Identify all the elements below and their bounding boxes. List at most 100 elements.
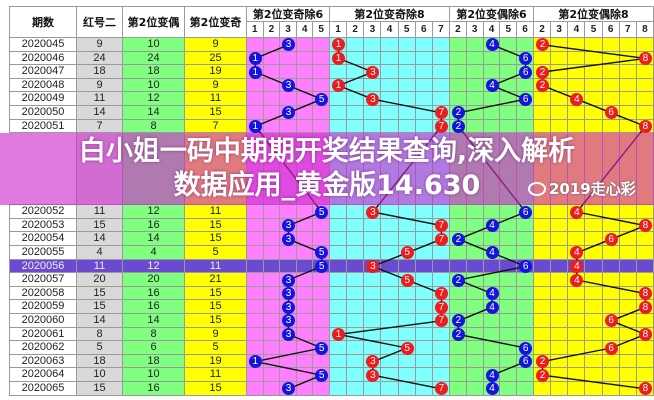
row-even[interactable]: 14 bbox=[123, 314, 185, 328]
row-odd[interactable]: 15 bbox=[185, 382, 247, 396]
row-red2[interactable]: 9 bbox=[77, 38, 123, 52]
row-odd[interactable]: 15 bbox=[185, 232, 247, 246]
row-red2[interactable]: 4 bbox=[77, 246, 123, 260]
row-red2[interactable]: 11 bbox=[77, 259, 123, 274]
row-period[interactable]: 2020063 bbox=[9, 354, 77, 369]
row-odd[interactable]: 19 bbox=[185, 65, 247, 79]
row-odd[interactable]: 9 bbox=[185, 38, 247, 52]
row-red2[interactable]: 15 bbox=[77, 300, 123, 314]
row-period[interactable]: 2020061 bbox=[9, 327, 77, 342]
row-red2[interactable]: 5 bbox=[77, 341, 123, 355]
row-odd[interactable]: 5 bbox=[185, 246, 247, 260]
row-even[interactable]: 14 bbox=[123, 232, 185, 246]
row-odd[interactable]: 9 bbox=[185, 78, 247, 93]
row-odd[interactable]: 11 bbox=[185, 368, 247, 382]
row-red2[interactable]: 14 bbox=[77, 232, 123, 246]
row-red2[interactable]: 10 bbox=[77, 368, 123, 382]
row-even[interactable]: 10 bbox=[123, 38, 185, 52]
row-even[interactable]: 12 bbox=[123, 259, 185, 274]
row-odd[interactable]: 15 bbox=[185, 106, 247, 120]
row-period[interactable]: 2020047 bbox=[9, 65, 77, 79]
row-red2[interactable]: 14 bbox=[77, 106, 123, 120]
row-red2[interactable]: 7 bbox=[77, 119, 123, 134]
row-period[interactable]: 2020045 bbox=[9, 38, 77, 52]
row-red2[interactable]: 18 bbox=[77, 65, 123, 79]
row-red2[interactable]: 15 bbox=[77, 286, 123, 301]
grid-cell-even_mod8 bbox=[568, 354, 586, 369]
grid-cell-odd_mod6 bbox=[296, 51, 314, 66]
row-red2[interactable]: 11 bbox=[77, 205, 123, 219]
row-red2[interactable]: 11 bbox=[77, 92, 123, 106]
row-red2[interactable]: 15 bbox=[77, 218, 123, 233]
row-even[interactable]: 18 bbox=[123, 354, 185, 369]
row-period[interactable]: 2020051 bbox=[9, 119, 77, 134]
row-even[interactable]: 24 bbox=[123, 51, 185, 66]
row-even[interactable]: 16 bbox=[123, 300, 185, 314]
row-period[interactable]: 2020065 bbox=[9, 382, 77, 396]
grid-cell-odd_mod6 bbox=[247, 205, 264, 219]
row-even[interactable]: 16 bbox=[123, 218, 185, 233]
row-period[interactable]: 2020048 bbox=[9, 78, 77, 93]
row-period[interactable]: 2020053 bbox=[9, 218, 77, 233]
row-even[interactable]: 20 bbox=[123, 273, 185, 287]
row-odd[interactable]: 15 bbox=[185, 300, 247, 314]
row-period[interactable]: 2020050 bbox=[9, 106, 77, 120]
row-period[interactable]: 2020060 bbox=[9, 314, 77, 328]
ball-odd_mod8: 1 bbox=[332, 51, 346, 65]
grid-cell-odd_mod6 bbox=[296, 246, 314, 260]
row-period[interactable]: 2020052 bbox=[9, 205, 77, 219]
grid-cell-odd_mod6 bbox=[263, 246, 281, 260]
row-odd[interactable]: 21 bbox=[185, 273, 247, 287]
grid-cell-even_mod8 bbox=[551, 232, 569, 246]
row-even[interactable]: 8 bbox=[123, 119, 185, 134]
row-red2[interactable]: 15 bbox=[77, 382, 123, 396]
row-odd[interactable]: 9 bbox=[185, 327, 247, 342]
row-period[interactable]: 2020064 bbox=[9, 368, 77, 382]
grid-cell-even_mod8 bbox=[619, 341, 637, 355]
row-red2[interactable]: 24 bbox=[77, 51, 123, 66]
row-period[interactable]: 2020054 bbox=[9, 232, 77, 246]
row-period[interactable]: 2020055 bbox=[9, 246, 77, 260]
row-period[interactable]: 2020057 bbox=[9, 273, 77, 287]
ball-odd_mod8: 3 bbox=[366, 205, 380, 219]
row-odd[interactable]: 11 bbox=[185, 259, 247, 274]
row-period[interactable]: 2020062 bbox=[9, 341, 77, 355]
row-even[interactable]: 4 bbox=[123, 246, 185, 260]
row-period[interactable]: 2020046 bbox=[9, 51, 77, 66]
row-even[interactable]: 16 bbox=[123, 286, 185, 301]
row-even[interactable]: 12 bbox=[123, 205, 185, 219]
row-period[interactable]: 2020056 bbox=[9, 259, 77, 274]
row-period[interactable]: 2020049 bbox=[9, 92, 77, 106]
row-even[interactable]: 16 bbox=[123, 382, 185, 396]
subheader-odd_mod8-4: 4 bbox=[381, 22, 399, 38]
row-even[interactable]: 12 bbox=[123, 92, 185, 106]
row-red2[interactable]: 18 bbox=[77, 354, 123, 369]
row-red2[interactable]: 14 bbox=[77, 314, 123, 328]
row-odd[interactable]: 15 bbox=[185, 314, 247, 328]
row-odd[interactable]: 19 bbox=[185, 354, 247, 369]
row-red2[interactable]: 20 bbox=[77, 273, 123, 287]
row-even[interactable]: 8 bbox=[123, 327, 185, 342]
grid-cell-odd_mod8 bbox=[347, 38, 365, 52]
row-odd[interactable]: 25 bbox=[185, 51, 247, 66]
row-odd[interactable]: 11 bbox=[185, 205, 247, 219]
grid-cell-odd_mod6 bbox=[263, 78, 281, 93]
ball-even_mod8: 4 bbox=[570, 92, 584, 106]
row-odd[interactable]: 5 bbox=[185, 341, 247, 355]
row-odd[interactable]: 11 bbox=[185, 92, 247, 106]
row-even[interactable]: 6 bbox=[123, 341, 185, 355]
row-even[interactable]: 10 bbox=[123, 368, 185, 382]
row-odd[interactable]: 15 bbox=[185, 218, 247, 233]
row-period[interactable]: 2020059 bbox=[9, 300, 77, 314]
row-red2[interactable]: 8 bbox=[77, 327, 123, 342]
grid-cell-odd_mod8 bbox=[415, 51, 433, 66]
row-even[interactable]: 18 bbox=[123, 65, 185, 79]
row-even[interactable]: 10 bbox=[123, 78, 185, 93]
row-red2[interactable]: 9 bbox=[77, 78, 123, 93]
row-odd[interactable]: 7 bbox=[185, 119, 247, 134]
row-even[interactable]: 14 bbox=[123, 106, 185, 120]
grid-cell-odd_mod8 bbox=[398, 382, 416, 396]
grid-cell-even_mod8 bbox=[568, 300, 586, 314]
row-odd[interactable]: 15 bbox=[185, 286, 247, 301]
row-period[interactable]: 2020058 bbox=[9, 286, 77, 301]
